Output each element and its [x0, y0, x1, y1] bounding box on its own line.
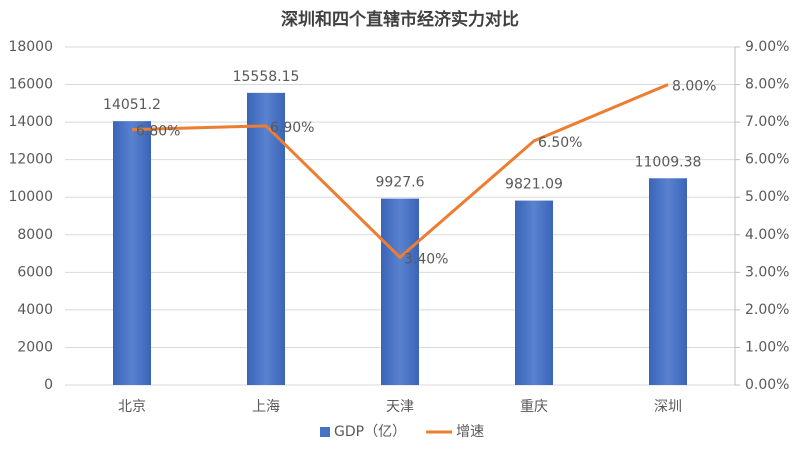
line-value-label: 6.80%	[136, 124, 180, 140]
y-tick-label: 14000	[8, 114, 53, 130]
y2-tick-label: 6.00%	[745, 152, 789, 168]
y2-tick-label: 0.00%	[745, 377, 789, 393]
legend: GDP（亿） 增速	[320, 424, 484, 440]
legend-label: 增速	[456, 424, 484, 440]
line	[131, 83, 669, 260]
y-tick-label: 6000	[17, 264, 53, 280]
line-value-label: 6.50%	[538, 135, 582, 151]
bar-value-label: 11009.38	[635, 154, 702, 170]
bar	[113, 121, 151, 385]
line-value-label: 3.40%	[404, 251, 448, 267]
y-tick-label: 12000	[8, 152, 53, 168]
y-tick-label: 2000	[17, 339, 53, 355]
line-value-label: 6.90%	[270, 120, 314, 136]
x-tick-label: 上海	[252, 399, 280, 415]
y2-tick-label: 1.00%	[745, 339, 789, 355]
y2-tick-label: 8.00%	[745, 77, 789, 93]
legend-swatch	[320, 427, 330, 437]
x-tick-label: 天津	[386, 399, 414, 415]
y-tick-label: 8000	[17, 227, 53, 243]
bar-value-label: 15558.15	[233, 69, 300, 85]
line-value-label: 8.00%	[672, 79, 716, 95]
bar	[247, 92, 285, 386]
y2-tick-label: 7.00%	[745, 114, 789, 130]
chart-title: 深圳和四个直辖市经济实力对比	[281, 9, 519, 30]
y-tick-label: 0	[44, 377, 53, 393]
y2-tick-label: 2.00%	[745, 302, 789, 318]
y-tick-label: 16000	[8, 77, 53, 93]
bar	[381, 198, 419, 385]
y2-tick-label: 3.00%	[745, 264, 789, 280]
x-tick-label: 深圳	[654, 399, 682, 415]
bar	[515, 200, 553, 385]
x-tick-label: 重庆	[520, 399, 548, 415]
y-tick-label: 18000	[8, 39, 53, 55]
x-tick-label: 北京	[118, 399, 146, 415]
bar-value-label: 14051.2	[103, 97, 161, 113]
bar-value-label: 9821.09	[505, 177, 563, 193]
y2-tick-label: 9.00%	[745, 39, 789, 55]
y2-tick-label: 5.00%	[745, 189, 789, 205]
y-tick-label: 4000	[17, 302, 53, 318]
bar-value-label: 9927.6	[376, 175, 425, 191]
bar	[649, 178, 687, 385]
y2-tick-label: 4.00%	[745, 227, 789, 243]
legend-label: GDP（亿）	[334, 424, 406, 440]
y-tick-label: 10000	[8, 189, 53, 205]
